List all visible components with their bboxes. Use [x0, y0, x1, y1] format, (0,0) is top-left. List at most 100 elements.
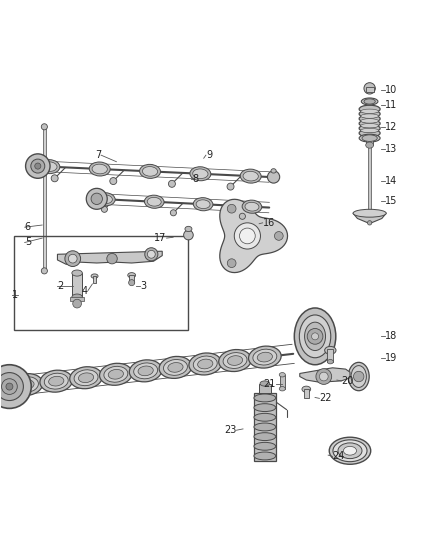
- Ellipse shape: [142, 166, 158, 176]
- Text: 3: 3: [141, 281, 147, 291]
- Text: 18: 18: [385, 332, 397, 341]
- Ellipse shape: [343, 446, 357, 455]
- Ellipse shape: [333, 440, 367, 462]
- Circle shape: [239, 213, 245, 220]
- Circle shape: [268, 171, 280, 183]
- Ellipse shape: [10, 374, 43, 395]
- Polygon shape: [300, 368, 350, 382]
- Ellipse shape: [78, 373, 94, 383]
- Circle shape: [170, 209, 177, 216]
- Circle shape: [41, 124, 47, 130]
- Ellipse shape: [193, 198, 213, 211]
- Circle shape: [353, 372, 364, 382]
- Bar: [366, 138, 373, 145]
- Ellipse shape: [193, 169, 208, 179]
- Bar: [304, 389, 308, 398]
- Polygon shape: [220, 199, 288, 272]
- Ellipse shape: [329, 437, 371, 464]
- Ellipse shape: [168, 362, 183, 372]
- Circle shape: [129, 280, 135, 286]
- Ellipse shape: [243, 171, 258, 181]
- Ellipse shape: [72, 270, 82, 276]
- Ellipse shape: [254, 442, 276, 450]
- Ellipse shape: [147, 197, 161, 206]
- Text: 23: 23: [224, 425, 237, 435]
- Ellipse shape: [245, 203, 259, 211]
- Ellipse shape: [193, 356, 217, 372]
- Ellipse shape: [129, 360, 162, 382]
- Text: 9: 9: [206, 150, 212, 160]
- Circle shape: [51, 175, 58, 182]
- Text: 7: 7: [95, 150, 101, 160]
- Ellipse shape: [108, 369, 124, 379]
- Ellipse shape: [327, 359, 333, 364]
- Circle shape: [6, 383, 13, 390]
- Ellipse shape: [359, 124, 380, 132]
- Circle shape: [73, 299, 81, 308]
- Text: 22: 22: [319, 393, 332, 403]
- Text: 16: 16: [263, 218, 275, 228]
- Ellipse shape: [257, 352, 272, 362]
- Circle shape: [68, 254, 77, 263]
- Bar: [366, 87, 374, 92]
- Ellipse shape: [359, 115, 380, 123]
- Ellipse shape: [302, 386, 311, 392]
- Ellipse shape: [279, 386, 286, 391]
- Ellipse shape: [92, 164, 107, 174]
- Ellipse shape: [338, 443, 362, 458]
- Ellipse shape: [325, 346, 336, 354]
- Ellipse shape: [254, 452, 276, 460]
- Circle shape: [307, 328, 323, 344]
- Ellipse shape: [227, 356, 243, 366]
- Ellipse shape: [72, 294, 82, 300]
- Ellipse shape: [39, 159, 60, 174]
- Circle shape: [0, 373, 23, 400]
- Polygon shape: [57, 251, 162, 264]
- Ellipse shape: [248, 346, 281, 368]
- Bar: [368, 146, 371, 211]
- Ellipse shape: [364, 99, 375, 104]
- Ellipse shape: [254, 433, 276, 441]
- Bar: [130, 275, 134, 282]
- Ellipse shape: [190, 167, 211, 181]
- Circle shape: [316, 369, 332, 384]
- Ellipse shape: [128, 272, 136, 278]
- Circle shape: [65, 251, 81, 266]
- Ellipse shape: [260, 381, 270, 386]
- Ellipse shape: [242, 200, 262, 213]
- Ellipse shape: [367, 221, 372, 225]
- Ellipse shape: [44, 373, 68, 389]
- Ellipse shape: [254, 394, 276, 402]
- Circle shape: [91, 193, 102, 205]
- Circle shape: [145, 248, 158, 261]
- Ellipse shape: [196, 200, 210, 208]
- Circle shape: [275, 231, 283, 240]
- Ellipse shape: [223, 353, 247, 368]
- Ellipse shape: [361, 128, 378, 133]
- Ellipse shape: [254, 423, 276, 431]
- Ellipse shape: [304, 322, 325, 351]
- Ellipse shape: [49, 376, 64, 386]
- Ellipse shape: [134, 363, 158, 379]
- Bar: [93, 276, 96, 282]
- Circle shape: [35, 163, 41, 169]
- Ellipse shape: [74, 370, 98, 386]
- Circle shape: [107, 253, 117, 264]
- Circle shape: [227, 204, 236, 213]
- Circle shape: [110, 177, 117, 184]
- Ellipse shape: [279, 373, 286, 377]
- Circle shape: [41, 268, 47, 274]
- Text: 20: 20: [341, 376, 353, 386]
- Ellipse shape: [359, 134, 380, 142]
- Ellipse shape: [359, 129, 380, 137]
- Text: 5: 5: [25, 238, 31, 247]
- Circle shape: [319, 372, 328, 381]
- Ellipse shape: [95, 193, 115, 206]
- Text: 6: 6: [25, 222, 31, 232]
- Ellipse shape: [14, 377, 39, 392]
- Ellipse shape: [361, 124, 378, 128]
- Ellipse shape: [198, 359, 213, 369]
- Text: 12: 12: [385, 122, 397, 132]
- Ellipse shape: [219, 350, 251, 372]
- Ellipse shape: [361, 119, 378, 123]
